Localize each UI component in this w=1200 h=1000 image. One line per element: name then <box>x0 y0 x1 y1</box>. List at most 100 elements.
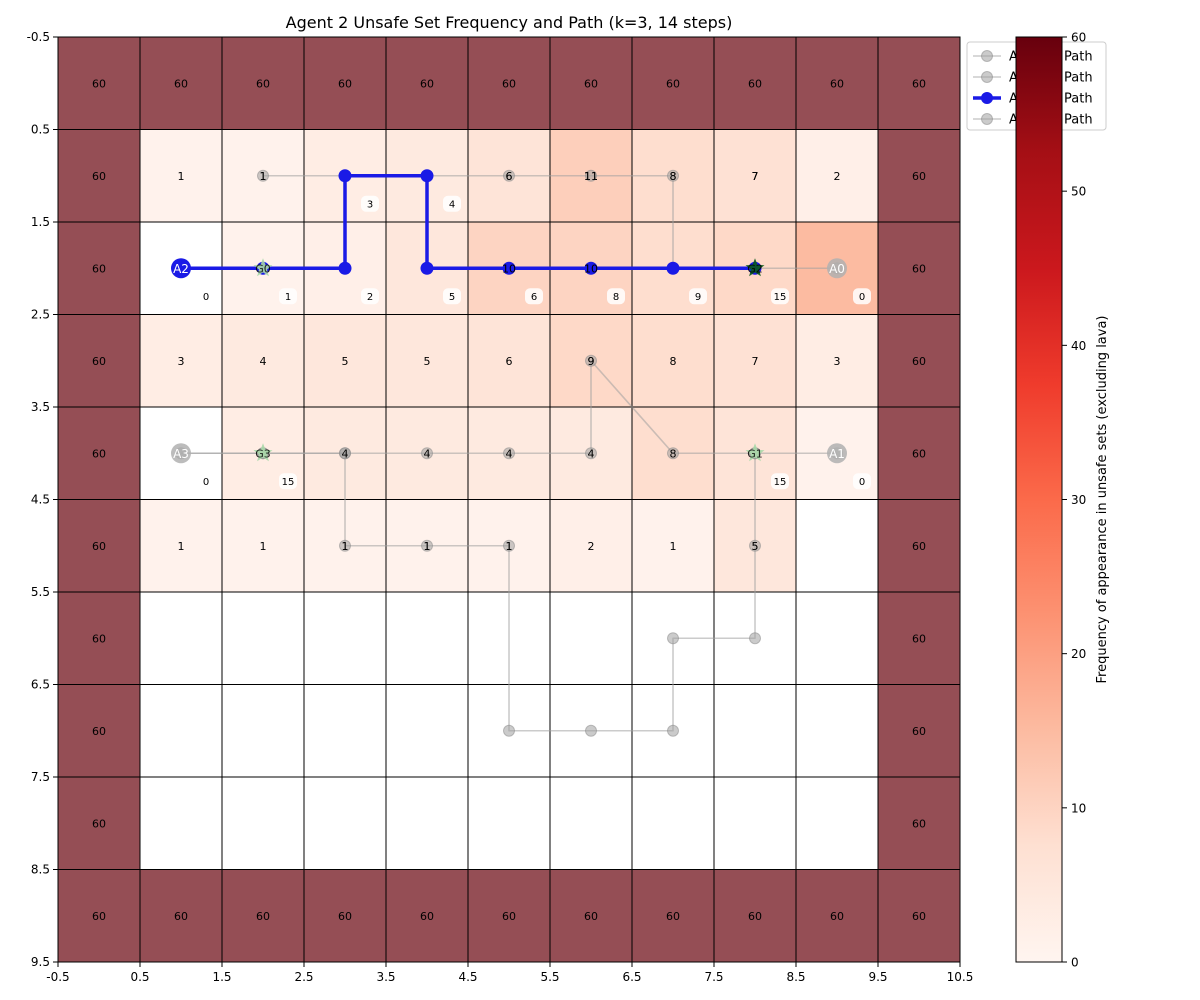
path-point <box>749 539 761 552</box>
step-label: 8 <box>613 292 619 303</box>
heatmap-cell <box>878 129 960 222</box>
step-labels: 0 1 2 3 4 5 6 8 9 15 0 0 15 15 0 <box>197 195 871 490</box>
colorbar-tick-label: 10 <box>1071 801 1086 815</box>
heatmap-cell <box>796 777 878 870</box>
goal-star-icon <box>745 443 765 462</box>
heatmap-cell <box>632 869 714 962</box>
path-point <box>585 447 597 460</box>
path-point <box>257 169 269 182</box>
heatmap-cell <box>714 869 796 962</box>
cell-value-label: 60 <box>748 77 762 90</box>
cell-value-label: 60 <box>92 170 106 183</box>
heatmap-cell <box>468 314 550 407</box>
cell-value-label: 60 <box>92 262 106 275</box>
heatmap-cell <box>796 592 878 685</box>
path-cell-label: 7 <box>752 170 759 183</box>
heatmap-cell <box>714 314 796 407</box>
goal-star-icon <box>253 258 273 277</box>
path-cell-label: 1 <box>506 540 513 553</box>
cell-value-label: 1 <box>178 170 185 183</box>
cell-value-label: 1 <box>178 540 185 553</box>
x-tick-label: 10.5 <box>947 970 974 984</box>
path-cell-label: 4 <box>342 447 349 460</box>
heatmap-cell <box>796 129 878 222</box>
cell-value-label: 60 <box>174 910 188 923</box>
path-cell-label: 1 <box>260 170 267 183</box>
agent-marker <box>827 443 847 464</box>
heatmap-cell <box>304 37 386 130</box>
step-label-box <box>443 288 461 305</box>
cell-value-label: 60 <box>420 77 434 90</box>
cell-value-label: 60 <box>912 817 926 830</box>
heatmap-cell <box>58 314 140 407</box>
cell-value-label: 60 <box>912 540 926 553</box>
x-tick-label: 6.5 <box>622 970 641 984</box>
heatmap-cell <box>304 592 386 685</box>
x-tick-label: 1.5 <box>212 970 231 984</box>
step-label: 0 <box>203 477 209 488</box>
cell-value-label: 60 <box>338 910 352 923</box>
cell-value-label: 6 <box>506 355 513 368</box>
path-point <box>749 632 761 645</box>
heatmap-cell <box>468 37 550 130</box>
heatmap-cell <box>386 314 468 407</box>
heatmap-cell <box>878 592 960 685</box>
heatmap-cell <box>140 499 222 592</box>
heatmap-cell <box>878 777 960 870</box>
heatmap-cell <box>550 777 632 870</box>
heatmap-cell <box>58 777 140 870</box>
heatmap-cell <box>796 314 878 407</box>
heatmap-cell <box>796 684 878 777</box>
heatmap-cell <box>796 499 878 592</box>
cell-value-label: 8 <box>670 355 677 368</box>
step-label-box <box>279 473 297 490</box>
step-label-box <box>279 288 297 305</box>
cell-value-label: 60 <box>584 910 598 923</box>
cell-value-label: 60 <box>830 910 844 923</box>
cell-value-label: 1 <box>260 540 267 553</box>
agent-marker <box>827 258 847 279</box>
y-tick-label: -0.5 <box>27 30 50 44</box>
axes: -0.5 0.5 1.5 2.5 3.5 4.5 5.5 6.5 7.5 8.5 9.5 10.5-0… <box>27 30 974 984</box>
heatmap-cell <box>878 37 960 130</box>
goal-label: G1 <box>747 447 763 460</box>
heatmap-cell <box>58 499 140 592</box>
colorbar: 0 10 20 30 40 50 60 Frequency of appearance in … <box>1015 31 1110 970</box>
step-label-box <box>525 288 543 305</box>
cell-value-label: 7 <box>752 355 759 368</box>
path-cell-label: 10 <box>502 262 516 275</box>
colorbar-tick-label: 60 <box>1071 31 1086 45</box>
heatmap-cell <box>140 314 222 407</box>
cell-value-label: 60 <box>92 817 106 830</box>
heatmap-cell <box>878 499 960 592</box>
heatmap-cell <box>550 499 632 592</box>
heatmap-cell <box>468 869 550 962</box>
y-tick-label: 1.5 <box>31 215 50 229</box>
heatmap-cell <box>140 777 222 870</box>
heatmap-cell <box>878 869 960 962</box>
path-point <box>667 632 679 645</box>
x-tick-label: 4.5 <box>458 970 477 984</box>
path-point <box>585 169 597 182</box>
step-label-box <box>771 473 789 490</box>
heatmap-cell <box>550 592 632 685</box>
heatmap-cell <box>58 129 140 222</box>
path-cell-label: 6 <box>506 170 513 183</box>
goal-label: G2 <box>747 262 763 275</box>
path-cell-label: 8 <box>670 170 677 183</box>
cell-value-label: 2 <box>834 170 841 183</box>
heatmap-cell <box>632 314 714 407</box>
y-tick-label: 9.5 <box>31 955 50 969</box>
path-line <box>181 452 837 732</box>
heatmap-cell <box>140 37 222 130</box>
heatmap-cell <box>878 407 960 500</box>
y-tick-label: 7.5 <box>31 770 50 784</box>
step-label: 3 <box>367 199 373 210</box>
heatmap-cell <box>550 869 632 962</box>
agent-marker <box>171 258 191 279</box>
heatmap-cell <box>304 684 386 777</box>
path-point <box>667 447 679 460</box>
x-tick-label: 5.5 <box>540 970 559 984</box>
step-label: 9 <box>695 292 701 303</box>
